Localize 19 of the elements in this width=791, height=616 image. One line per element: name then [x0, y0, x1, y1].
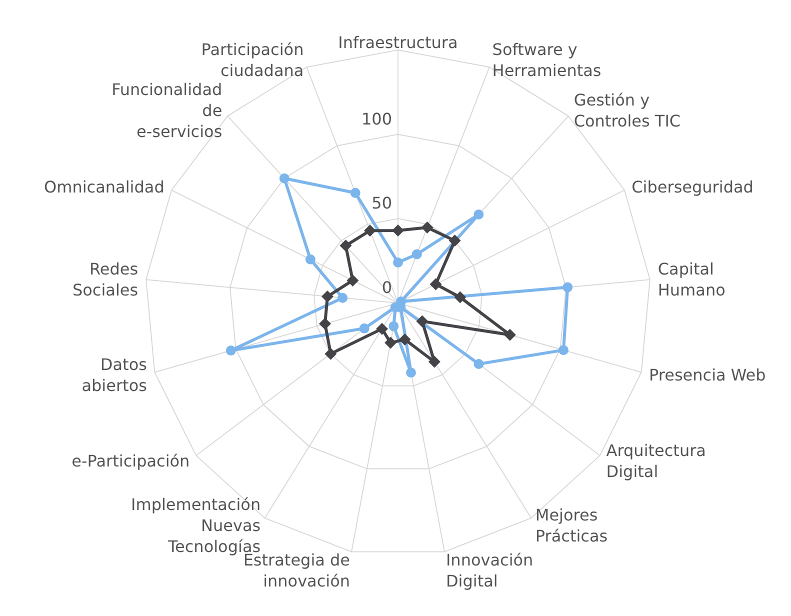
y-tick-label: 100: [361, 109, 392, 128]
spoke-label: Implementación Nuevas Tecnologías: [131, 494, 261, 556]
spoke-label: Ciberseguridad: [632, 177, 754, 196]
spoke-label: Capital Humano: [658, 258, 726, 299]
spoke-label: Gestión y Controles TIC: [574, 90, 681, 130]
spoke-label: Innovación Digital: [446, 550, 534, 590]
spoke-label: Arquitectura Digital: [606, 440, 706, 480]
spoke-label: Participación ciudadana: [201, 40, 304, 80]
spoke-label: e-Participación: [72, 450, 190, 470]
spoke-label: Infraestructura: [338, 32, 458, 52]
spoke-label: Software y Herramientas: [492, 40, 602, 80]
y-tick-label: 0: [382, 278, 392, 297]
spoke-label: Omnicanalidad: [44, 177, 164, 196]
spoke-label: Presencia Web: [649, 364, 766, 384]
spoke-label: Funcionalidad de e-servicios: [112, 80, 222, 141]
spoke-label: Redes Sociales: [72, 258, 138, 299]
spoke-label: Mejores Prácticas: [535, 504, 608, 545]
y-tick-label: 50: [372, 194, 392, 213]
spoke-label: Datos abiertos: [82, 354, 147, 394]
